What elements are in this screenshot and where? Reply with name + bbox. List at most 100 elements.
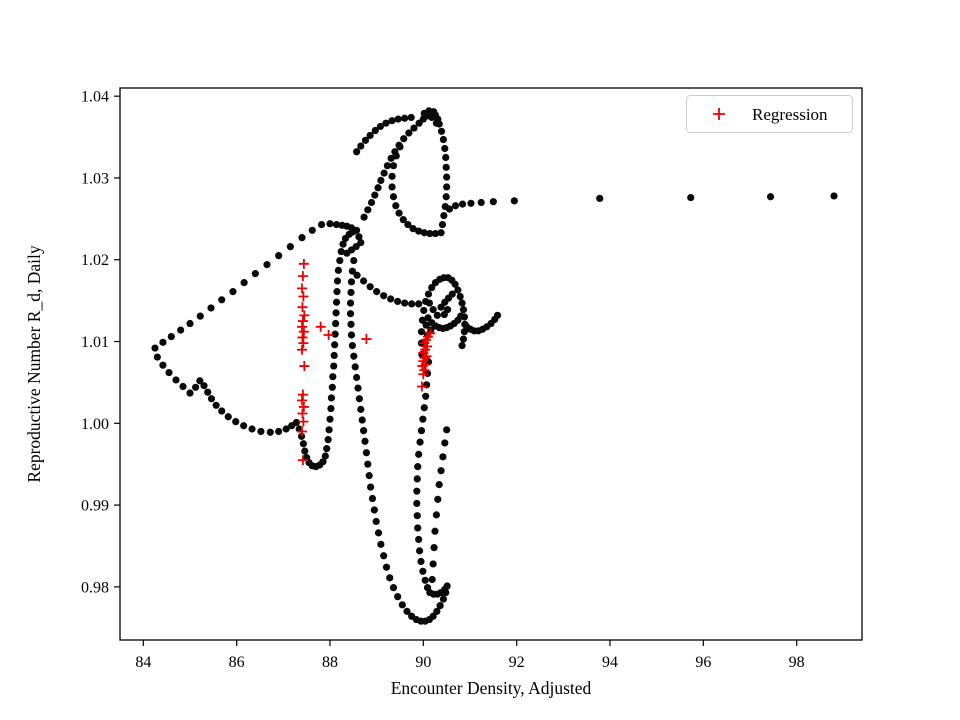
data-point	[324, 436, 332, 444]
data-point	[286, 243, 294, 251]
legend: Regression	[686, 95, 853, 133]
data-point	[400, 135, 408, 143]
data-point	[207, 304, 215, 312]
data-point	[186, 319, 194, 328]
data-point	[332, 319, 340, 328]
x-tick-label: 98	[789, 654, 805, 671]
regression-point	[298, 338, 309, 349]
data-point	[451, 280, 459, 288]
data-point	[329, 373, 337, 381]
data-point	[186, 389, 194, 397]
data-point	[457, 312, 465, 320]
data-point	[417, 427, 426, 435]
data-point	[388, 117, 396, 125]
data-point	[292, 418, 300, 427]
data-point	[248, 425, 256, 433]
data-point	[151, 344, 159, 352]
data-point	[343, 249, 351, 257]
data-point	[420, 306, 428, 315]
data-point	[388, 183, 396, 191]
data-point	[212, 401, 220, 409]
data-point	[459, 306, 468, 314]
data-point	[299, 440, 307, 448]
data-point	[336, 256, 344, 265]
data-point	[348, 342, 356, 350]
regression-point	[298, 401, 309, 412]
data-point	[417, 557, 425, 566]
data-point	[326, 415, 334, 423]
data-point	[326, 220, 334, 228]
regression-point	[323, 329, 334, 340]
data-point	[330, 362, 338, 370]
regression-point	[297, 344, 307, 355]
data-point	[392, 202, 400, 210]
data-point	[275, 427, 283, 436]
regression-point	[298, 416, 309, 427]
data-point	[439, 595, 447, 603]
x-tick-label: 92	[509, 654, 525, 671]
data-point	[333, 288, 341, 296]
data-point	[229, 288, 237, 296]
data-point	[437, 467, 445, 475]
data-point	[367, 483, 375, 491]
data-point	[218, 296, 226, 304]
data-point	[332, 309, 340, 317]
data-point	[358, 416, 366, 424]
data-point	[360, 213, 368, 221]
data-point	[414, 524, 422, 532]
regression-point	[297, 271, 308, 282]
data-point	[240, 279, 248, 287]
data-point	[424, 314, 432, 322]
data-point	[687, 193, 695, 202]
data-point	[361, 437, 369, 445]
data-point	[354, 384, 362, 392]
data-point	[394, 593, 402, 601]
regression-point	[361, 334, 372, 345]
data-point	[337, 247, 345, 256]
data-point	[416, 438, 424, 446]
data-point	[458, 200, 467, 208]
data-points-layer	[151, 107, 838, 625]
data-point	[392, 152, 400, 160]
data-point	[232, 418, 240, 426]
data-point	[365, 472, 373, 480]
data-point	[380, 169, 388, 177]
data-point	[444, 306, 452, 314]
data-point	[346, 299, 355, 307]
x-axis-label: Encounter Density, Adjusted	[391, 678, 592, 698]
data-point	[420, 109, 428, 117]
regression-point	[297, 389, 308, 400]
data-point	[389, 193, 398, 201]
data-point	[435, 120, 443, 128]
data-point	[351, 363, 359, 371]
data-point	[371, 126, 379, 135]
y-tick-label: 1.01	[81, 334, 109, 351]
data-point	[399, 216, 407, 224]
axes-box	[119, 87, 863, 641]
data-point	[420, 229, 428, 237]
data-point	[240, 422, 248, 430]
data-point	[366, 131, 374, 140]
data-point	[355, 395, 363, 403]
data-point	[451, 202, 460, 210]
data-point	[394, 297, 402, 306]
data-point	[153, 353, 161, 361]
data-point	[428, 575, 436, 584]
data-point	[432, 511, 440, 519]
regression-point	[299, 310, 310, 321]
data-point	[448, 290, 456, 298]
y-tick-label: 1.00	[81, 416, 109, 433]
regression-point	[297, 283, 307, 294]
data-point	[433, 607, 441, 615]
data-point	[409, 225, 417, 233]
data-point	[338, 221, 346, 229]
data-point	[766, 193, 775, 201]
data-point	[347, 288, 355, 297]
data-point	[408, 300, 416, 308]
data-point	[377, 540, 385, 548]
data-point	[426, 229, 434, 238]
data-point	[172, 376, 180, 384]
data-point	[332, 298, 341, 306]
data-point	[370, 506, 378, 514]
